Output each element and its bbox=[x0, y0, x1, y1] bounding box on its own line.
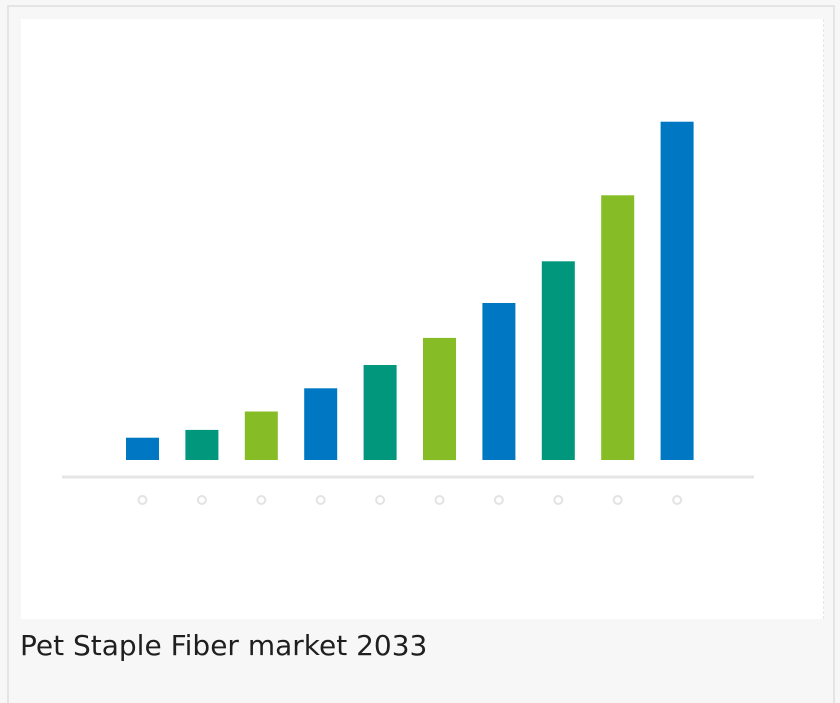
bar-6 bbox=[423, 337, 456, 461]
bar-2 bbox=[185, 429, 219, 460]
bar-4 bbox=[304, 388, 338, 460]
bar-chart bbox=[62, 121, 754, 505]
category-marker-10 bbox=[672, 495, 683, 505]
figure-caption: Pet Staple Fiber market 2033 bbox=[20, 629, 428, 662]
category-marker-3 bbox=[256, 495, 267, 505]
bar-5 bbox=[363, 365, 397, 460]
category-marker-7 bbox=[493, 495, 504, 505]
bar-3 bbox=[244, 411, 278, 460]
category-marker-9 bbox=[612, 495, 623, 505]
bar-1 bbox=[126, 437, 159, 460]
category-marker-4 bbox=[315, 495, 326, 505]
bar-8 bbox=[541, 261, 575, 460]
bar-7 bbox=[482, 303, 516, 460]
category-marker-6 bbox=[434, 495, 445, 505]
category-marker-2 bbox=[196, 495, 207, 505]
category-marker-8 bbox=[553, 495, 564, 505]
bar-9 bbox=[601, 195, 635, 461]
category-marker-1 bbox=[137, 495, 148, 505]
bar-10 bbox=[660, 121, 694, 460]
category-markers-group bbox=[137, 495, 683, 505]
chart-image bbox=[21, 19, 824, 619]
category-marker-5 bbox=[375, 495, 386, 505]
bars-group bbox=[126, 121, 694, 461]
figure-card: Pet Staple Fiber market 2033 bbox=[7, 5, 835, 703]
